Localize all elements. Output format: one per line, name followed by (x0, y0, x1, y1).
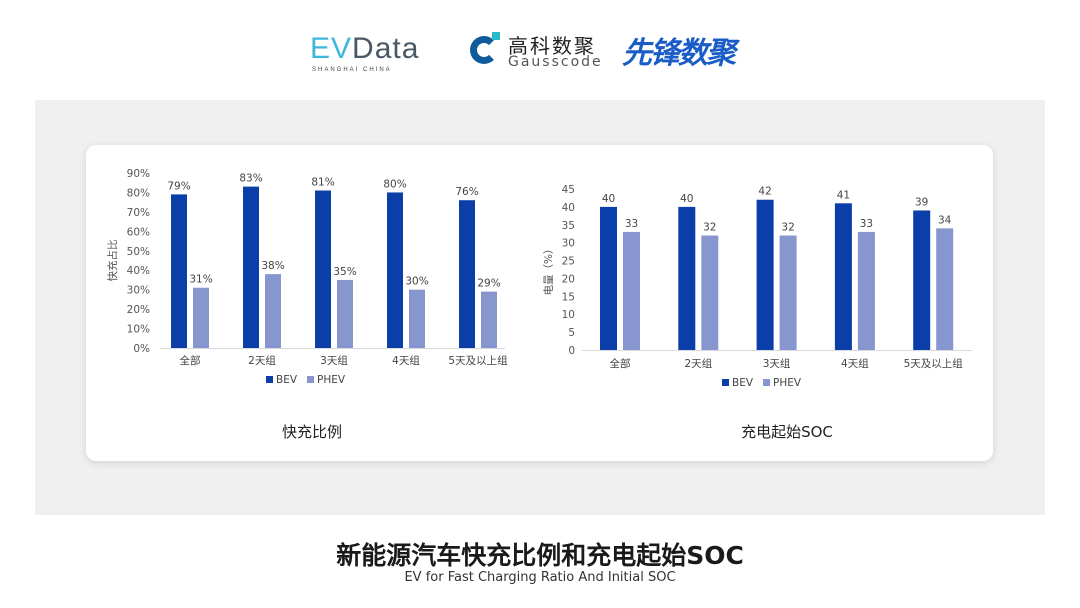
x-tick-label: 全部 (610, 357, 631, 370)
bar-bev (243, 186, 259, 348)
x-tick-label: 5天及以上组 (448, 354, 508, 367)
legend-swatch-bev (266, 376, 273, 383)
legend-label-bev: BEV (732, 377, 754, 389)
data-label: 76% (455, 186, 478, 198)
bar-bev (315, 190, 331, 348)
bar-phev (481, 291, 497, 348)
gausscode-logo-en: Gausscode (508, 54, 603, 70)
y-tick-label: 90% (127, 168, 150, 180)
evdata-logo-data: Data (352, 32, 420, 65)
data-label: 40 (680, 193, 693, 205)
bar-phev (337, 279, 353, 348)
data-label: 30% (405, 276, 428, 288)
y-tick-label: 0 (568, 345, 575, 357)
bar-bev (756, 199, 774, 350)
legend-label-phev: PHEV (773, 377, 802, 389)
bar-bev (600, 206, 617, 350)
bar-bev (834, 203, 852, 350)
bar-phev (623, 231, 640, 350)
data-label: 35% (333, 266, 356, 278)
chart-title-initial-soc: 充电起始SOC (741, 423, 833, 441)
data-label: 34 (938, 214, 952, 226)
y-tick-label: 40 (562, 202, 575, 214)
evdata-logo-ev: EV (310, 32, 353, 65)
bar-phev (265, 274, 281, 348)
y-tick-label: 5 (568, 327, 575, 339)
y-tick-label: 30% (127, 285, 150, 297)
x-tick-label: 3天组 (320, 354, 348, 367)
y-tick-label: 40% (127, 265, 150, 277)
evdata-logo: EVData SHANGHAI CHINA (310, 32, 420, 73)
y-tick-label: 20% (127, 304, 150, 316)
legend-swatch-phev (307, 376, 314, 383)
y-tick-label: 80% (127, 187, 150, 199)
logo-bar: EVData SHANGHAI CHINA 高科数聚 Gausscode 先锋数… (0, 26, 1080, 76)
data-label: 81% (311, 177, 334, 189)
data-label: 38% (261, 260, 284, 272)
x-tick-label: 4天组 (392, 354, 420, 367)
data-label: 29% (477, 278, 500, 290)
bar-bev (459, 200, 475, 348)
evdata-logo-sub: SHANGHAI CHINA (312, 67, 392, 73)
data-label: 79% (167, 180, 190, 192)
y-tick-label: 25 (562, 256, 575, 268)
page-title: 新能源汽车快充比例和充电起始SOC (336, 541, 744, 570)
x-tick-label: 4天组 (841, 357, 869, 370)
page-subtitle: EV for Fast Charging Ratio And Initial S… (404, 570, 676, 585)
xianfeng-logo: 先锋数聚 (622, 36, 736, 71)
data-label: 33 (625, 218, 638, 230)
data-label: 39 (915, 196, 928, 208)
bar-phev (193, 287, 209, 348)
legend-swatch-phev (763, 379, 770, 386)
y-tick-label: 10% (127, 324, 150, 336)
data-label: 32 (703, 222, 716, 234)
y-tick-label: 70% (127, 207, 150, 219)
x-tick-label: 2天组 (684, 357, 712, 370)
bar-phev (857, 231, 875, 350)
data-label: 33 (860, 218, 873, 230)
y-axis-title: 快充占比 (106, 240, 119, 282)
y-tick-label: 50% (127, 246, 150, 258)
data-label: 80% (383, 178, 406, 190)
bar-bev (913, 210, 931, 350)
data-label: 41 (837, 189, 850, 201)
y-tick-label: 10 (562, 309, 575, 321)
data-label: 42 (758, 186, 771, 198)
data-label: 40 (602, 193, 615, 205)
legend-label-bev: BEV (276, 374, 298, 386)
bar-phev (701, 235, 719, 350)
x-tick-label: 2天组 (248, 354, 276, 367)
gausscode-mark-icon (470, 36, 498, 64)
legend-swatch-bev (722, 379, 729, 386)
y-tick-label: 15 (562, 291, 575, 303)
data-label: 32 (781, 222, 794, 234)
y-tick-label: 45 (562, 184, 575, 196)
data-label: 83% (239, 173, 262, 185)
legend-label-phev: PHEV (317, 374, 346, 386)
bar-phev (936, 228, 954, 350)
y-tick-label: 30 (562, 238, 575, 250)
x-tick-label: 3天组 (763, 357, 791, 370)
y-tick-label: 20 (562, 273, 575, 285)
y-tick-label: 35 (562, 220, 575, 232)
data-label: 31% (189, 274, 212, 286)
bar-bev (387, 192, 403, 348)
gausscode-square-icon (492, 32, 500, 40)
x-tick-label: 5天及以上组 (904, 357, 964, 370)
chart-title-fast-charge: 快充比例 (281, 423, 343, 441)
x-tick-label: 全部 (180, 354, 201, 367)
bar-bev (678, 206, 696, 350)
bar-bev (171, 194, 187, 348)
gausscode-logo-cn: 高科数聚 (508, 34, 596, 58)
y-axis-title: 电量（%） (542, 244, 555, 296)
y-tick-label: 60% (127, 226, 150, 238)
bar-phev (409, 289, 425, 348)
bar-phev (779, 235, 797, 350)
y-tick-label: 0% (133, 343, 150, 355)
